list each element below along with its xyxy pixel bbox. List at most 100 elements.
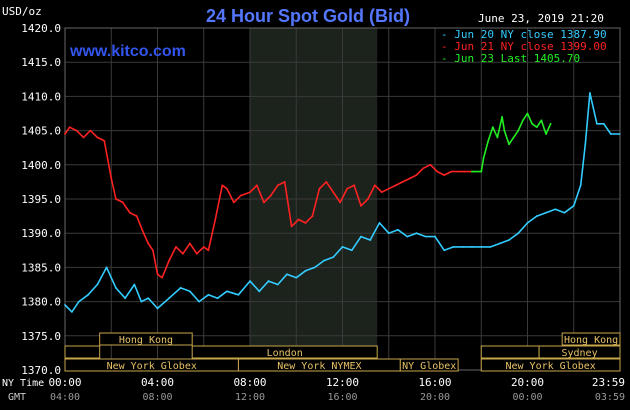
series-point-1 xyxy=(182,252,184,255)
y-tick-label: 1385.0 xyxy=(21,261,61,274)
series-point-1 xyxy=(346,187,349,190)
x-tick-label-gmt: 20:00 xyxy=(420,392,450,403)
x-tick-label-ny: 12:00 xyxy=(326,376,359,389)
legend-entry-jun20: - Jun 20 NY close 1387.90 xyxy=(441,28,607,41)
y-tick-label: 1405.0 xyxy=(21,125,61,138)
series-point-0 xyxy=(286,273,288,276)
y-tick-label: 1375.0 xyxy=(21,330,61,343)
watermark-text: www.kitco.com xyxy=(69,43,186,60)
series-point-2 xyxy=(491,126,494,129)
series-point-0 xyxy=(595,122,598,125)
chart-title: 24 Hour Spot Gold (Bid) xyxy=(206,6,410,26)
series-point-0 xyxy=(133,283,136,286)
timestamp: June 23, 2019 21:20 xyxy=(478,12,604,25)
series-point-0 xyxy=(156,307,159,310)
series-point-0 xyxy=(114,287,117,289)
session-box xyxy=(99,332,193,346)
series-point-1 xyxy=(311,215,314,218)
series-point-1 xyxy=(443,174,446,176)
series-point-1 xyxy=(128,211,131,214)
series-point-2 xyxy=(496,136,499,139)
series-point-1 xyxy=(82,136,85,139)
series-point-1 xyxy=(75,129,78,132)
series-point-0 xyxy=(350,249,353,252)
series-point-1 xyxy=(239,194,242,197)
series-point-1 xyxy=(89,129,92,132)
series-point-0 xyxy=(397,228,399,231)
series-point-2 xyxy=(549,122,552,125)
series-point-2 xyxy=(521,119,524,122)
series-point-0 xyxy=(225,290,228,293)
series-point-0 xyxy=(584,143,587,146)
series-point-1 xyxy=(249,191,251,194)
series-line-1 xyxy=(64,126,472,279)
series-point-0 xyxy=(147,297,150,300)
series-point-0 xyxy=(71,310,73,313)
series-point-1 xyxy=(168,259,170,262)
series-point-1 xyxy=(387,187,390,190)
series-point-1 xyxy=(262,201,265,204)
y-tick-label: 1390.0 xyxy=(21,227,61,240)
series-point-1 xyxy=(332,191,335,194)
y-tick-label: 1370.0 xyxy=(21,364,61,377)
trading-sessions: Hong Kong London New York Globex New York N… xyxy=(64,332,621,372)
series-point-0 xyxy=(237,293,240,296)
series-point-0 xyxy=(589,92,591,94)
series-point-1 xyxy=(156,273,159,276)
series-point-1 xyxy=(225,187,228,190)
series-point-1 xyxy=(96,136,99,139)
session-label: Hong Kong xyxy=(119,335,173,346)
x-tick-label-ny: 08:00 xyxy=(233,376,266,389)
series-point-0 xyxy=(140,300,143,303)
series-point-1 xyxy=(353,184,355,187)
series-point-0 xyxy=(369,239,372,241)
session-box xyxy=(191,345,378,359)
series-point-0 xyxy=(249,280,251,282)
series-point-1 xyxy=(214,218,217,221)
series-point-0 xyxy=(188,290,191,293)
series-point-0 xyxy=(618,133,621,135)
series-point-0 xyxy=(276,283,279,286)
series-point-1 xyxy=(195,252,198,255)
series-point-2 xyxy=(531,122,534,125)
series-point-1 xyxy=(256,184,258,187)
x-tick-label-ny: 04:00 xyxy=(141,376,174,389)
session-label: New York Globex xyxy=(107,361,197,372)
series-point-0 xyxy=(168,297,170,300)
session-box xyxy=(480,358,621,372)
series-point-1 xyxy=(450,170,453,173)
y-tick-label: 1410.0 xyxy=(21,90,61,103)
series-point-2 xyxy=(535,126,538,129)
series-point-0 xyxy=(304,269,307,272)
series-point-2 xyxy=(526,112,529,115)
series-point-1 xyxy=(297,218,300,221)
series-point-1 xyxy=(360,204,362,207)
series-point-0 xyxy=(526,222,529,224)
y-tick-label: 1400.0 xyxy=(21,159,61,172)
legend-entry-jun23: - Jun 23 Last 1405.70 xyxy=(441,52,580,65)
series-point-0 xyxy=(323,259,325,262)
series-point-1 xyxy=(422,167,425,170)
x-tick-label-gmt: 08:00 xyxy=(142,392,172,403)
session-label: Hong Kong xyxy=(564,335,618,346)
legend: - Jun 20 NY close 1387.90 - Jun 21 NY cl… xyxy=(441,28,607,65)
series-point-0 xyxy=(124,297,127,300)
series-point-0 xyxy=(64,304,66,306)
series-point-1 xyxy=(269,194,272,197)
session-box xyxy=(561,332,621,346)
series-point-1 xyxy=(394,184,397,187)
series-point-0 xyxy=(267,280,270,282)
session-box xyxy=(480,345,540,359)
x-tick-label-ny: 23:59 xyxy=(592,376,625,389)
series-point-0 xyxy=(216,297,219,300)
series-point-0 xyxy=(96,283,99,286)
series-point-2 xyxy=(471,170,473,173)
axes: 1420.0 1415.0 1410.0 1405.0 1400.0 1395.0 1390… xyxy=(21,22,625,403)
series-point-0 xyxy=(443,249,446,252)
series-point-0 xyxy=(602,122,605,125)
x-tick-label-gmt: 16:00 xyxy=(327,392,357,403)
series-point-1 xyxy=(103,139,106,142)
series-point-0 xyxy=(378,222,381,224)
